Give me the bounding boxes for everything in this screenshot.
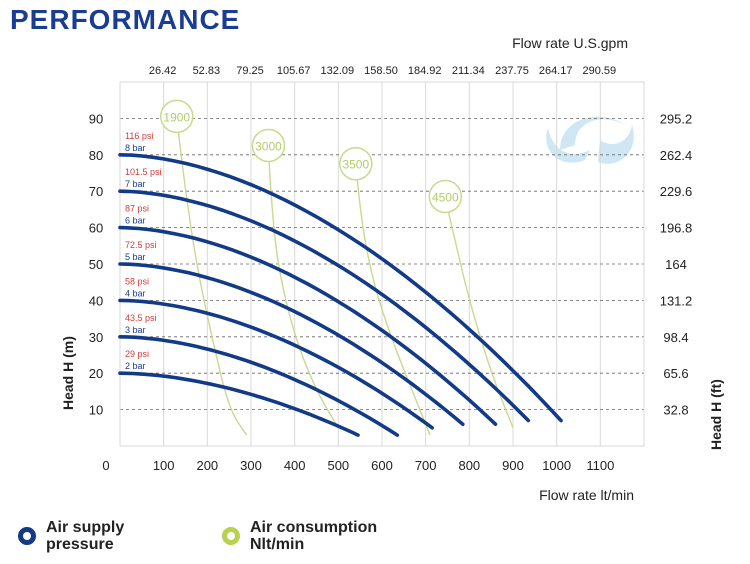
psi-label: 58 psi [125, 276, 149, 286]
x-tick-label: 0 [102, 458, 109, 473]
top-tick-label: 158.50 [364, 65, 398, 77]
bar-label: 7 bar [125, 179, 146, 189]
right-tick-label: 229.6 [660, 184, 693, 199]
legend-air-line1: Air consumption [250, 519, 378, 536]
x-tick-label: 700 [415, 458, 437, 473]
air-consumption-line [176, 118, 248, 436]
right-tick-label: 295.2 [660, 111, 693, 126]
bar-label: 2 bar [125, 361, 146, 371]
bar-label: 8 bar [125, 143, 146, 153]
top-tick-label: 264.17 [539, 65, 573, 77]
legend-pressure-line2: pressure [46, 536, 114, 553]
legend-air-line2: Nlt/min [250, 536, 305, 553]
air-consumption-curves: 1900 3000 3500 4500 [160, 99, 514, 436]
chart-grid [119, 81, 645, 447]
x-tick-label: 900 [502, 458, 524, 473]
bar-label: 3 bar [125, 325, 146, 335]
air-consumption-badge [428, 179, 463, 214]
legend-air-ring-icon [222, 527, 240, 545]
air-consumption-label: 3500 [342, 158, 369, 172]
pressure-curve [118, 334, 400, 437]
x-tick-label: 1000 [542, 458, 571, 473]
x-tick-label: 400 [284, 458, 306, 473]
pressure-curves [118, 153, 563, 437]
x2-axis-label: Flow rate U.S.gpm [512, 35, 628, 51]
y-tick-label: 20 [89, 366, 103, 381]
air-consumption-label: 4500 [432, 190, 459, 204]
right-tick-label: 164 [665, 257, 687, 272]
pressure-curve [118, 225, 498, 427]
air-consumption-label: 3000 [255, 140, 282, 154]
psi-label: 116 psi [125, 131, 153, 141]
pressure-curve [118, 153, 563, 423]
y-tick-label: 70 [89, 184, 103, 199]
x-tick-label: 300 [240, 458, 262, 473]
legend-air-consumption: Air consumption Nlt/min [222, 519, 377, 553]
y2-axis-label: Head H (ft) [708, 379, 724, 450]
watermark-swirl-part [560, 116, 625, 150]
top-tick-label: 211.34 [452, 65, 485, 77]
right-tick-label: 32.8 [663, 403, 688, 418]
right-tick-label: 131.2 [660, 293, 693, 308]
right-tick-label: 65.6 [663, 366, 688, 381]
chart-labels: 29 psi 2 bar 43.5 psi 3 bar 58 psi 4 bar 72.5 … [125, 131, 162, 371]
x-tick-label: 800 [458, 458, 480, 473]
pressure-curve [118, 298, 435, 430]
psi-label: 87 psi [125, 204, 149, 214]
x-tick-label: 600 [371, 458, 393, 473]
y-tick-label: 10 [89, 403, 103, 418]
y-tick-label: 30 [89, 330, 103, 345]
air-consumption-label: 1900 [163, 110, 190, 124]
top-tick-label: 184.92 [408, 65, 442, 77]
x-axis-label: Flow rate lt/min [539, 487, 634, 503]
air-consumption-badge [251, 128, 286, 163]
y-tick-label: 90 [89, 111, 103, 126]
right-tick-label: 196.8 [660, 221, 693, 236]
y-tick-label: 50 [89, 257, 103, 272]
x-tick-label: 1100 [586, 458, 614, 473]
right-tick-label: 98.4 [663, 330, 688, 345]
watermark-swirl-icon [546, 116, 634, 164]
chart-axes: 0 100 200 300 400 500 600 700 800 900 1000 1100 10 20… [60, 35, 724, 503]
bar-label: 4 bar [125, 288, 146, 298]
x-tick-label: 200 [196, 458, 218, 473]
psi-label: 72.5 psi [125, 240, 157, 250]
page-title: PERFORMANCE [10, 4, 241, 35]
top-tick-label: 132.09 [321, 65, 355, 77]
bar-label: 6 bar [125, 216, 146, 226]
top-tick-label: 26.42 [149, 65, 177, 77]
pressure-curve [118, 371, 360, 437]
pressure-curve [118, 189, 531, 423]
bar-label: 5 bar [125, 252, 146, 262]
legend-pressure-text: Air supply pressure [46, 519, 124, 553]
x-tick-label: 100 [153, 458, 175, 473]
top-tick-label: 237.75 [495, 65, 529, 77]
x-tick-label: 500 [327, 458, 349, 473]
air-consumption-badge [160, 99, 194, 134]
y-tick-label: 40 [89, 293, 103, 308]
legend-pressure-line1: Air supply [46, 519, 125, 536]
top-tick-label: 290.59 [583, 65, 617, 77]
top-tick-label: 105.67 [277, 65, 311, 77]
watermark-swirl-part [598, 125, 634, 164]
air-consumption-badge [339, 146, 373, 181]
psi-label: 101.5 psi [125, 167, 162, 177]
y-axis-label: Head H (m) [60, 336, 76, 410]
watermark-logo [546, 116, 634, 164]
legend-pressure: Air supply pressure [18, 519, 124, 553]
pressure-curve [118, 262, 465, 427]
legend-pressure-ring-icon [18, 527, 36, 545]
legend-air-text: Air consumption Nlt/min [250, 519, 377, 553]
psi-label: 29 psi [125, 349, 149, 359]
y-tick-label: 80 [89, 148, 103, 163]
top-tick-label: 79.25 [236, 65, 264, 77]
y-tick-label: 60 [89, 221, 103, 236]
top-tick-label: 52.83 [193, 65, 221, 77]
air-consumption-line [267, 147, 339, 429]
right-tick-label: 262.4 [660, 148, 693, 163]
psi-label: 43.5 psi [125, 313, 157, 323]
